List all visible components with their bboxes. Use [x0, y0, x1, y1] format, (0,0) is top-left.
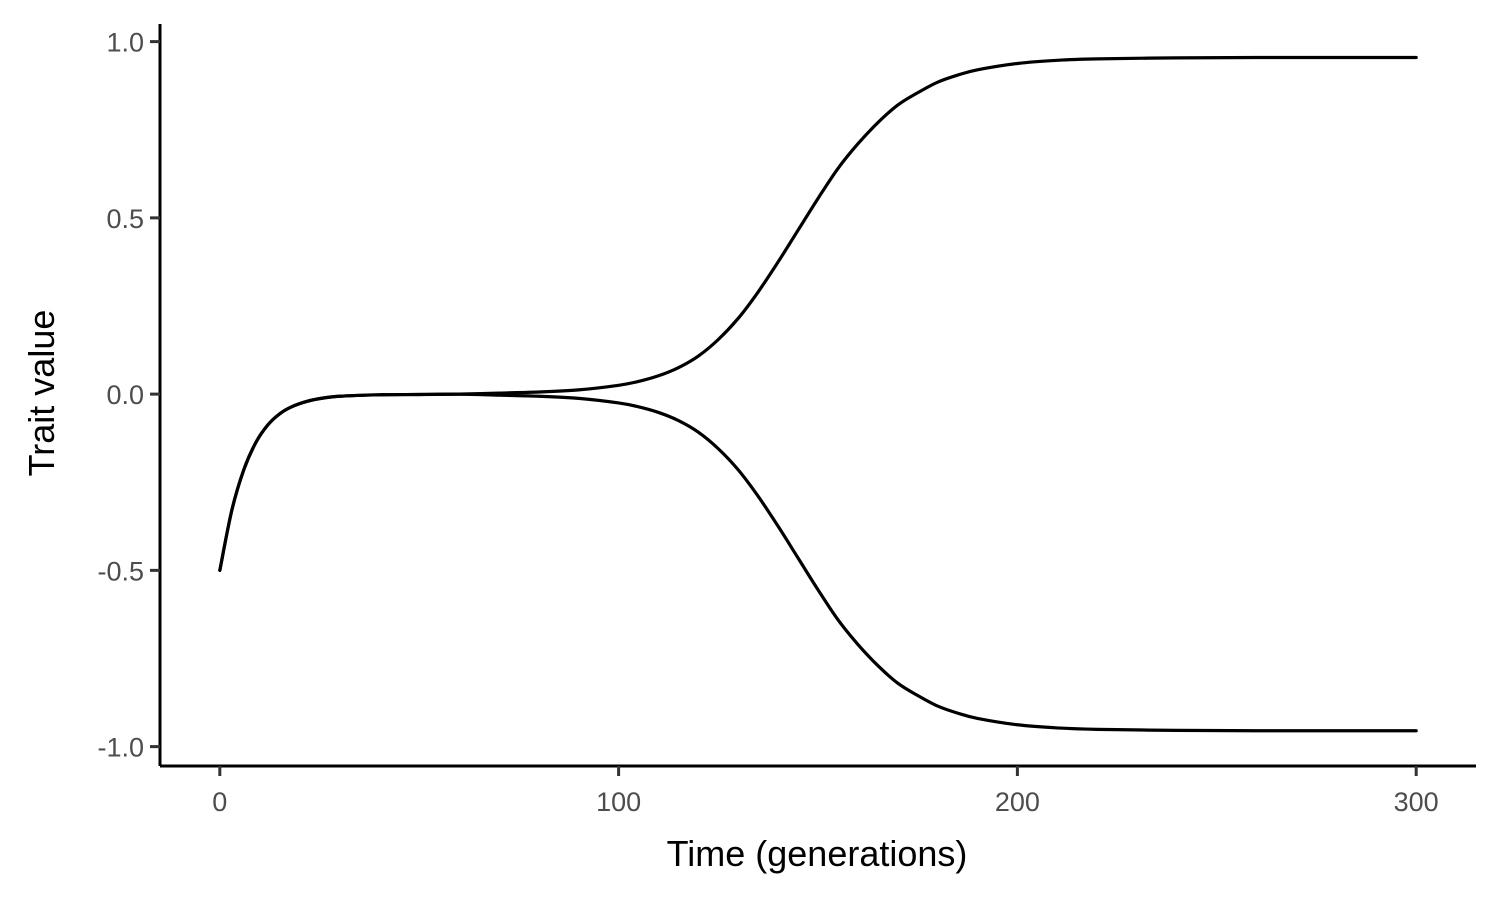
y-tick-label: 0.5 — [106, 204, 144, 234]
x-tick-label: 0 — [212, 787, 227, 817]
y-tick-label: -0.5 — [97, 556, 144, 586]
y-ticks: -1.0 -0.5 0.0 0.5 1.0 — [97, 28, 160, 763]
x-axis-title: Time (generations) — [667, 833, 968, 874]
y-tick-label: 0.0 — [106, 380, 144, 410]
x-tick-label: 100 — [596, 787, 641, 817]
y-axis-title: Trait value — [21, 310, 62, 477]
series-line-upper — [218, 55, 1418, 572]
x-ticks: 0 100 200 300 — [212, 766, 1439, 817]
y-tick-label: 1.0 — [106, 28, 144, 58]
series-line-lower — [218, 392, 1418, 733]
y-tick-label: -1.0 — [97, 733, 144, 763]
series-layer — [218, 55, 1418, 733]
x-tick-label: 200 — [995, 787, 1040, 817]
x-tick-label: 300 — [1394, 787, 1439, 817]
plot-area: 0 100 200 300 -1.0 -0.5 0.0 0.5 1.0 — [97, 24, 1476, 817]
